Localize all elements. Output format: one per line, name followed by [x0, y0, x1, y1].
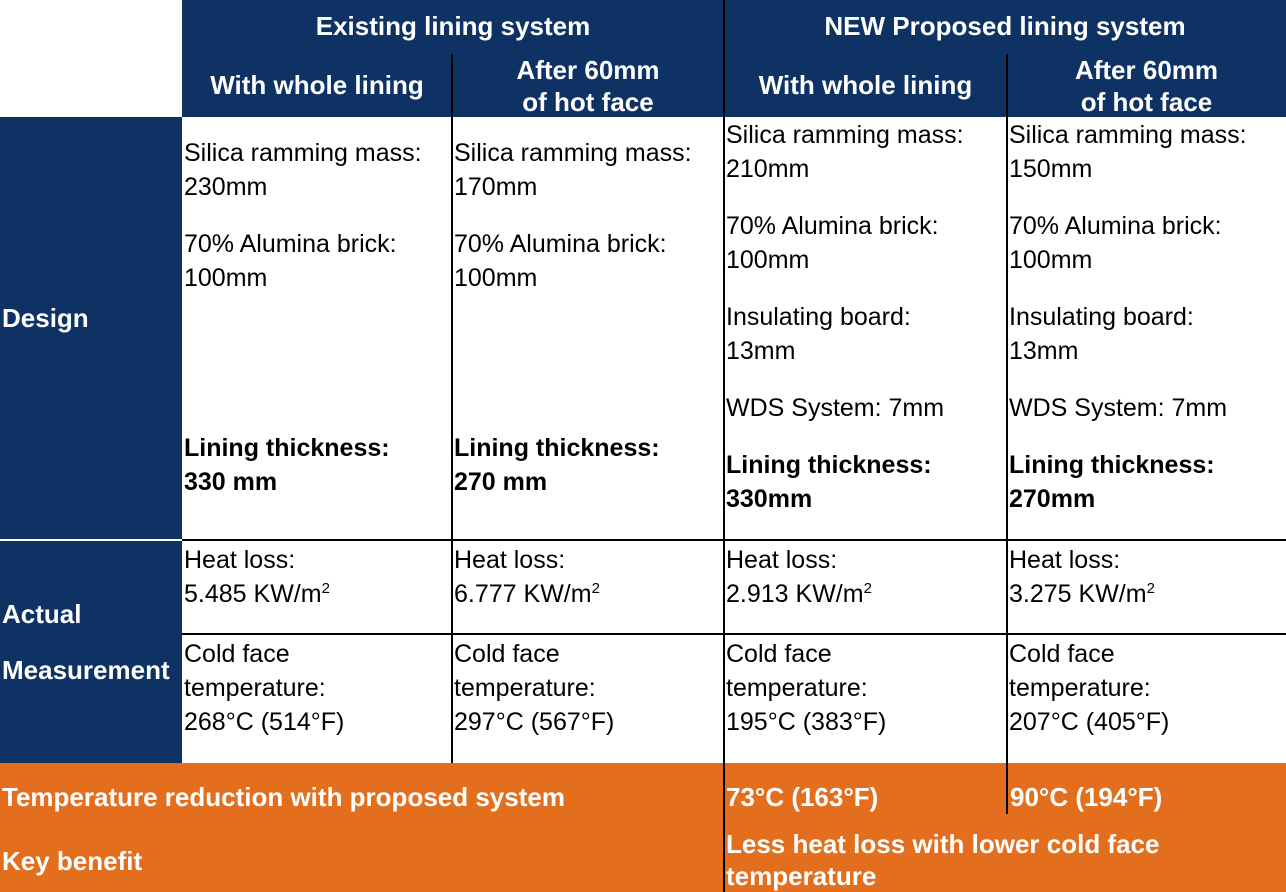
alumina-label: 70% Alumina brick: [1009, 212, 1222, 240]
cold-face-new-after: Cold face temperature: 207°C (405°F) [1007, 637, 1286, 739]
key-benefit-line1: Less heat loss with lower cold face [726, 829, 1160, 859]
key-benefit-label: Key benefit [2, 846, 143, 876]
heat-loss-label: Heat loss: [1009, 546, 1121, 574]
silica-value: 170mm [454, 173, 538, 201]
subheader-new-after-hot-face: After 60mm of hot face [1007, 54, 1286, 118]
row-label-column [0, 117, 182, 763]
alumina-value: 100mm [184, 264, 268, 292]
design-existing-whole-thickness: Lining thickness: 330 mm [182, 431, 452, 499]
silica-value: 150mm [1009, 155, 1093, 183]
design-new-whole: Silica ramming mass: 210mm 70% Alumina b… [724, 118, 1007, 516]
header-existing-lining-system: Existing lining system [315, 11, 591, 41]
silica-label: Silica ramming mass: [184, 139, 422, 167]
cold-face-value: 268°C (514°F) [184, 708, 345, 736]
subheader-new-whole-lining: With whole lining [758, 70, 973, 100]
design-new-after: Silica ramming mass: 150mm 70% Alumina b… [1007, 118, 1286, 516]
alumina-value: 100mm [726, 246, 810, 274]
key-benefit-line2: temperature [726, 861, 877, 891]
key-benefit-text: Less heat loss with lower cold face temp… [726, 828, 1286, 892]
temperature-reduction-after: 90°C (194°F) [1010, 782, 1163, 812]
cold-face-value: 297°C (567°F) [454, 708, 615, 736]
temperature-reduction-label: Temperature reduction with proposed syst… [2, 782, 565, 812]
temperature-reduction-whole: 73°C (163°F) [726, 782, 879, 812]
thickness-value: 330 mm [184, 468, 278, 496]
board-label: Insulating board: [726, 303, 911, 331]
grid-line-design-bottom [182, 539, 1286, 541]
cold-face-label-1: Cold face [726, 640, 832, 668]
alumina-value: 100mm [1009, 246, 1093, 274]
subheader-line2: of hot face [522, 87, 654, 117]
wds-system: WDS System: 7mm [1009, 394, 1228, 422]
thickness-value: 270mm [1009, 485, 1096, 513]
subheader-line1: After 60mm [516, 55, 660, 85]
thickness-label: Lining thickness: [726, 451, 932, 479]
cold-face-label-1: Cold face [184, 640, 290, 668]
summary-band [0, 763, 1286, 892]
design-existing-after: Silica ramming mass: 170mm 70% Alumina b… [452, 136, 724, 295]
silica-label: Silica ramming mass: [1009, 121, 1247, 149]
heat-loss-label: Heat loss: [726, 546, 838, 574]
board-value: 13mm [726, 337, 796, 365]
alumina-label: 70% Alumina brick: [184, 230, 397, 258]
silica-label: Silica ramming mass: [454, 139, 692, 167]
heat-loss-label: Heat loss: [454, 546, 566, 574]
silica-value: 230mm [184, 173, 268, 201]
cold-face-label-2: temperature: [1009, 674, 1151, 702]
design-existing-after-thickness: Lining thickness: 270 mm [452, 431, 724, 499]
cold-face-label-2: temperature: [454, 674, 596, 702]
heat-loss-value: 6.777 KW/m2 [454, 580, 600, 608]
cold-face-value: 207°C (405°F) [1009, 708, 1170, 736]
subheader-line2: of hot face [1080, 87, 1213, 117]
grid-line-col-2 [451, 54, 453, 763]
board-value: 13mm [1009, 337, 1079, 365]
heat-loss-value: 2.913 KW/m2 [726, 580, 872, 608]
thickness-label: Lining thickness: [1009, 451, 1215, 479]
wds-system: WDS System: 7mm [726, 394, 945, 422]
alumina-label: 70% Alumina brick: [454, 230, 667, 258]
header-band [182, 0, 1286, 117]
thickness-label: Lining thickness: [184, 434, 390, 462]
alumina-value: 100mm [454, 264, 538, 292]
cold-face-label-2: temperature: [184, 674, 326, 702]
grid-line-col-3 [723, 0, 725, 892]
heat-loss-new-after: Heat loss: 3.275 KW/m2 [1007, 543, 1286, 611]
subheader-existing-after-hot-face: After 60mm of hot face [452, 54, 724, 118]
grid-line-col-4 [1006, 54, 1008, 814]
board-label: Insulating board: [1009, 303, 1194, 331]
row-label-design: Design [2, 303, 89, 333]
silica-label: Silica ramming mass: [726, 121, 964, 149]
heat-loss-new-whole: Heat loss: 2.913 KW/m2 [724, 543, 1007, 611]
cold-face-existing-after: Cold face temperature: 297°C (567°F) [452, 637, 724, 739]
design-existing-whole: Silica ramming mass: 230mm 70% Alumina b… [182, 136, 452, 295]
thickness-label: Lining thickness: [454, 434, 660, 462]
thickness-value: 330mm [726, 485, 813, 513]
row-label-measurement: Measurement [2, 655, 170, 685]
row-label-actual: Actual [2, 599, 82, 629]
row-label-divider [0, 539, 182, 541]
heat-loss-existing-after: Heat loss: 6.777 KW/m2 [452, 543, 724, 611]
cold-face-new-whole: Cold face temperature: 195°C (383°F) [724, 637, 1007, 739]
header-new-proposed-lining-system: NEW Proposed lining system [824, 11, 1186, 41]
silica-value: 210mm [726, 155, 810, 183]
grid-line-heatloss-bottom [182, 633, 1286, 635]
heat-loss-existing-whole: Heat loss: 5.485 KW/m2 [182, 543, 452, 611]
cold-face-label-1: Cold face [454, 640, 560, 668]
cold-face-value: 195°C (383°F) [726, 708, 887, 736]
alumina-label: 70% Alumina brick: [726, 212, 939, 240]
subheader-existing-whole-lining: With whole lining [210, 70, 424, 100]
heat-loss-value: 3.275 KW/m2 [1009, 580, 1155, 608]
thickness-value: 270 mm [454, 468, 548, 496]
cold-face-label-1: Cold face [1009, 640, 1115, 668]
cold-face-existing-whole: Cold face temperature: 268°C (514°F) [182, 637, 452, 739]
subheader-line1: After 60mm [1074, 55, 1219, 85]
heat-loss-value: 5.485 KW/m2 [184, 580, 330, 608]
heat-loss-label: Heat loss: [184, 546, 296, 574]
cold-face-label-2: temperature: [726, 674, 868, 702]
